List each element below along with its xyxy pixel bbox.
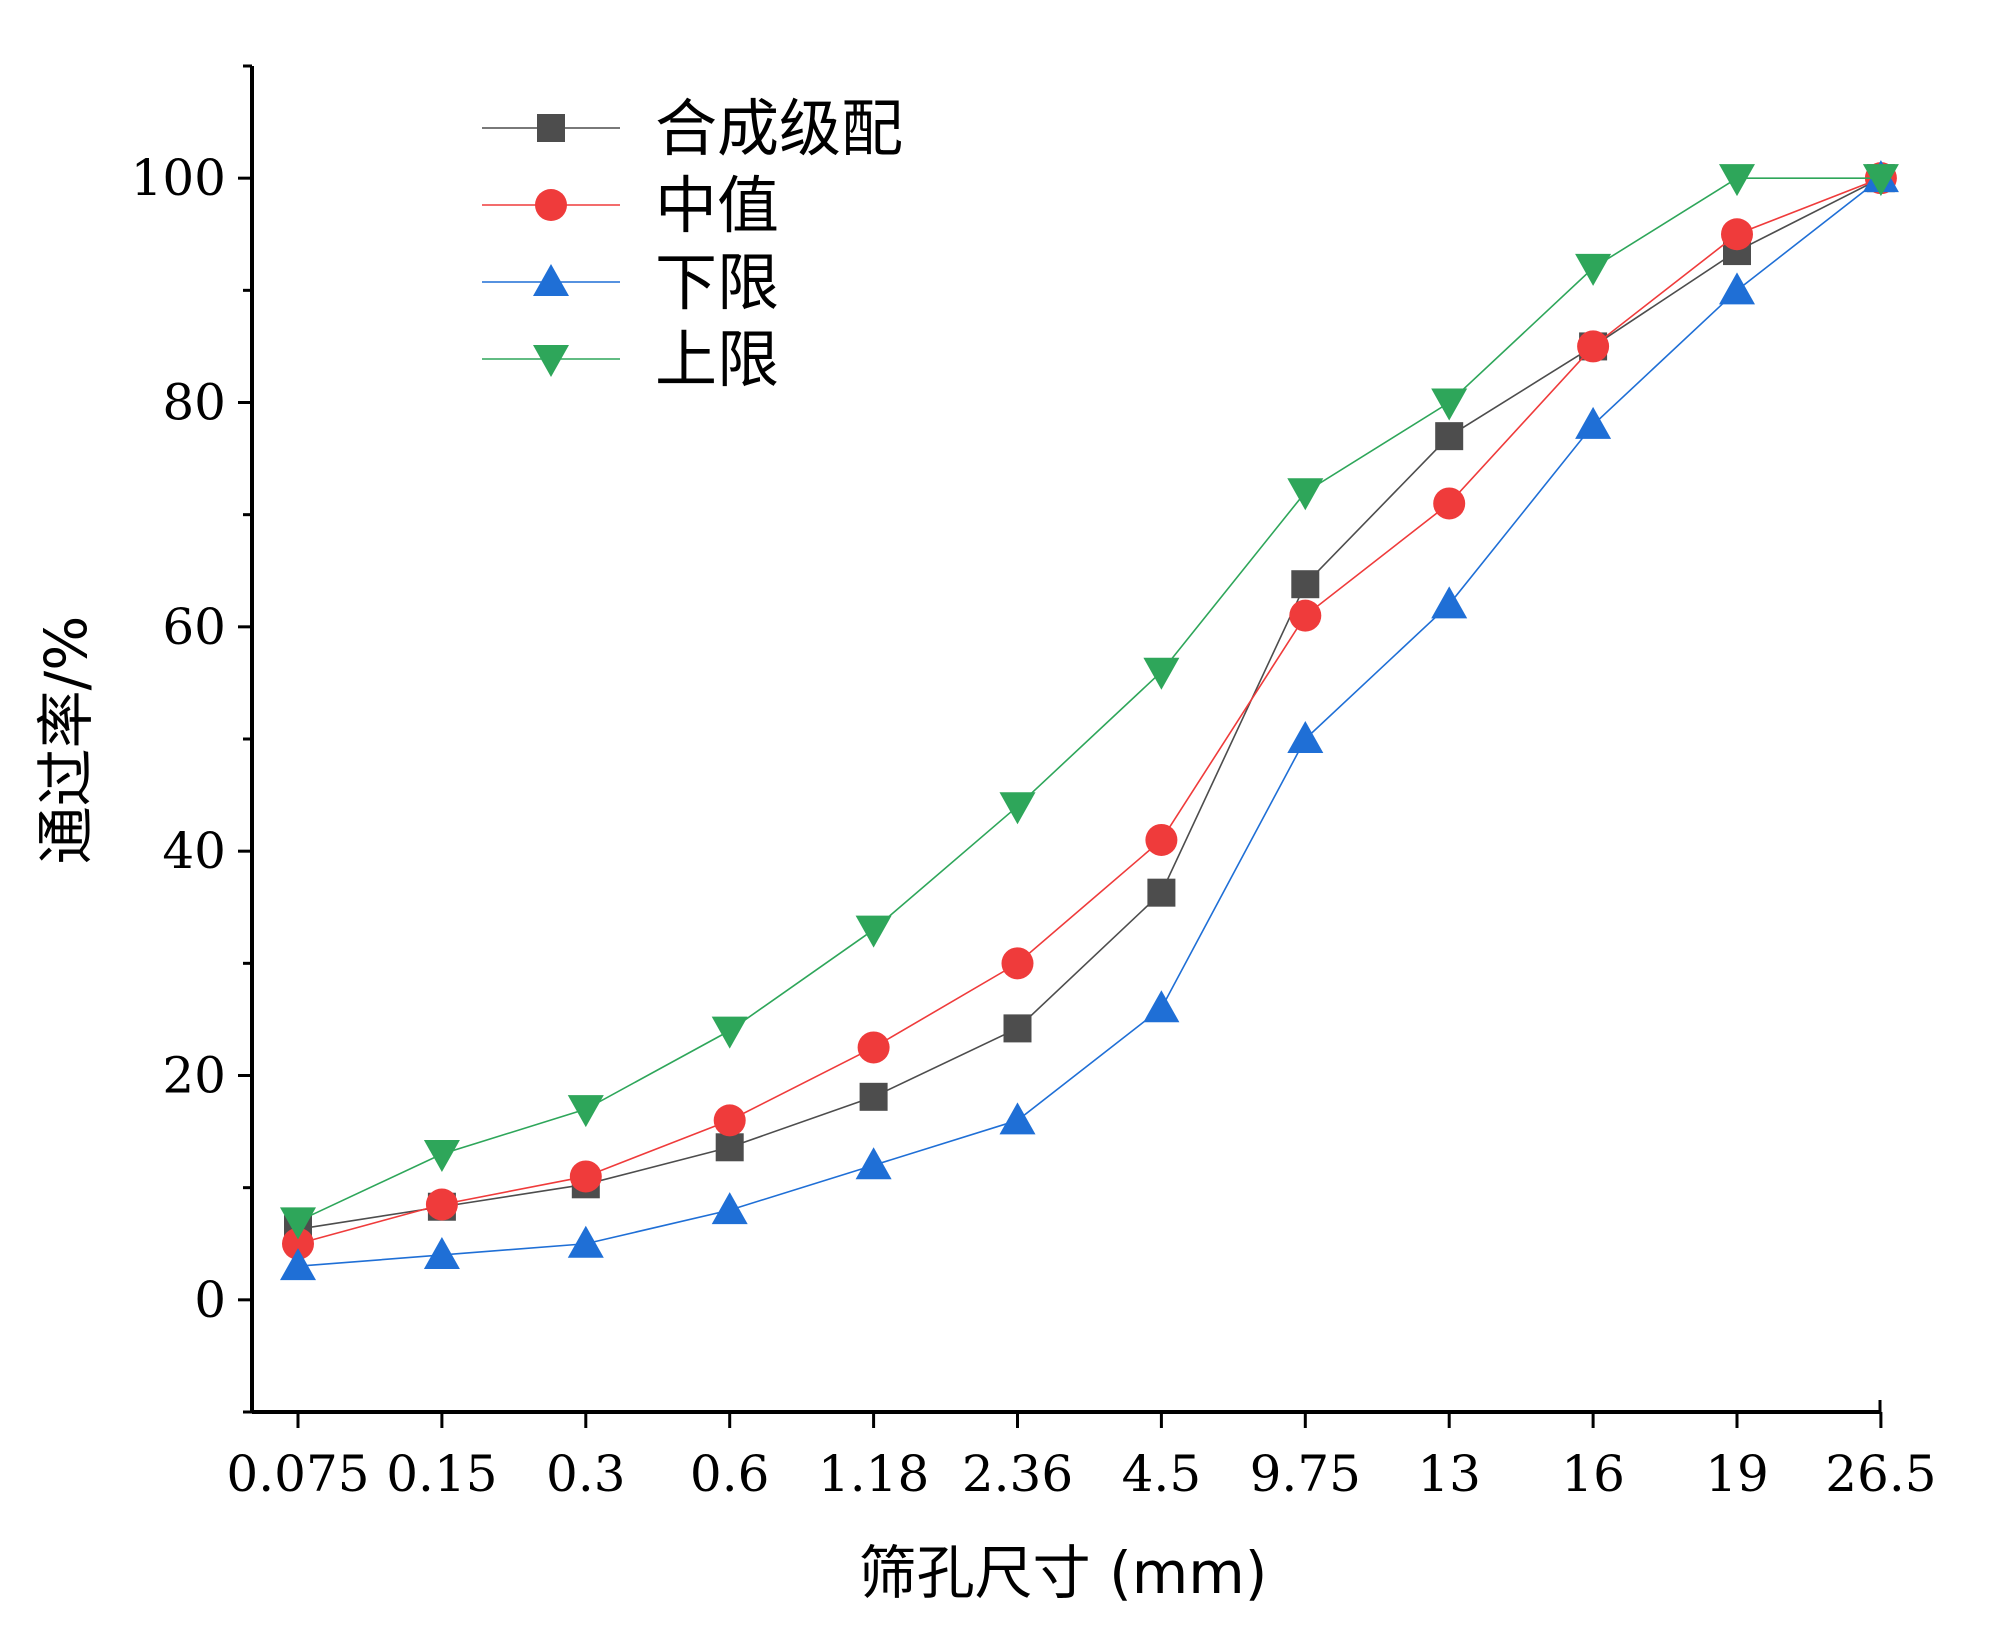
data-point (567, 1225, 604, 1258)
legend-item: 中值 (482, 169, 779, 242)
x-tick-label: 2.36 (962, 1445, 1073, 1503)
data-point (1862, 164, 1899, 197)
data-point (280, 1207, 316, 1240)
data-point (1289, 599, 1322, 632)
legend-marker (535, 189, 567, 221)
data-point (1435, 422, 1464, 451)
x-tick-label: 1.18 (818, 1445, 929, 1503)
y-tick-label: 20 (162, 1047, 226, 1105)
x-tick-label: 19 (1705, 1445, 1769, 1503)
data-point (1431, 586, 1468, 619)
data-point (1001, 947, 1034, 980)
series-median (282, 162, 1897, 1260)
x-tick-label: 0.3 (546, 1445, 626, 1503)
data-point (715, 1133, 744, 1162)
data-point (713, 1104, 746, 1137)
data-point (1433, 487, 1466, 520)
data-point (859, 1082, 888, 1111)
data-point (1719, 272, 1755, 305)
y-tick-label: 0 (194, 1271, 226, 1329)
y-tick-label: 40 (162, 822, 226, 880)
data-point (567, 1095, 604, 1128)
y-tick-label: 80 (162, 374, 226, 432)
data-point (1575, 253, 1612, 286)
x-tick-label: 4.5 (1122, 1445, 1202, 1503)
series-layer (280, 160, 1899, 1281)
data-point (282, 1227, 314, 1260)
data-point (423, 1140, 460, 1173)
series-line (297, 177, 1881, 1223)
x-tick-label: 0.15 (386, 1445, 497, 1503)
data-point (855, 915, 892, 948)
y-tick-label: 60 (162, 598, 226, 656)
y-axis-title: 通过率/% (32, 616, 100, 865)
data-point (569, 1160, 602, 1193)
y-tick-label: 100 (131, 149, 226, 207)
data-point (1721, 218, 1753, 251)
data-point (1575, 406, 1612, 439)
data-point (1287, 721, 1324, 753)
data-point (423, 1236, 460, 1269)
x-tick-label: 0.6 (690, 1445, 770, 1503)
data-point (1291, 570, 1320, 599)
legend-label: 中值 (655, 169, 779, 242)
legend-marker (537, 114, 565, 142)
x-axis-title: 筛孔尺寸 (mm) (859, 1539, 1268, 1607)
legend-label: 下限 (655, 246, 779, 319)
data-point (1577, 330, 1610, 363)
series-upper (280, 164, 1899, 1240)
data-point (425, 1188, 458, 1221)
x-tick-label: 9.75 (1250, 1445, 1361, 1503)
x-tick-label: 26.5 (1825, 1445, 1936, 1503)
data-point (857, 1031, 890, 1064)
series-line (297, 177, 1882, 1245)
data-point (1287, 478, 1324, 511)
data-point (999, 792, 1036, 825)
x-tick-label: 0.075 (226, 1445, 369, 1503)
data-point (1431, 388, 1468, 421)
legend-marker (533, 264, 569, 296)
data-point (1147, 878, 1176, 907)
series-composite (284, 164, 1895, 1244)
data-point (1143, 657, 1180, 690)
data-point (711, 1016, 748, 1049)
legend-item: 合成级配 (482, 92, 903, 165)
legend-marker (533, 345, 569, 377)
data-point (1143, 990, 1180, 1023)
axes: 0 20 40 60 80 100 0.075 0.15 0.3 0.6 1.18 2.36 4.5 9.… (131, 64, 1937, 1503)
data-point (1719, 164, 1755, 197)
data-point (711, 1192, 748, 1225)
legend-item: 上限 (482, 323, 779, 396)
data-point (855, 1147, 892, 1180)
data-point (280, 1248, 316, 1281)
data-point (1003, 1014, 1032, 1043)
x-tick-label: 16 (1561, 1445, 1625, 1503)
series-line (297, 177, 1882, 1267)
legend-label: 上限 (655, 323, 779, 396)
data-point (1145, 823, 1178, 856)
x-tick-label: 13 (1417, 1445, 1481, 1503)
legend-item: 下限 (482, 246, 779, 319)
legend-label: 合成级配 (655, 92, 903, 165)
data-point (999, 1102, 1036, 1135)
series-lower (280, 160, 1899, 1281)
series-line (297, 177, 1882, 1230)
